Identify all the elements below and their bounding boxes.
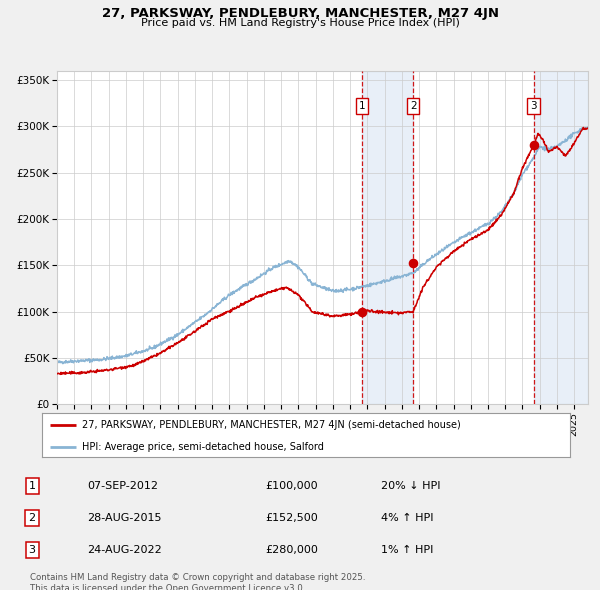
Point	[409, 258, 418, 268]
Bar	[533, 71, 588, 404]
Text: 1% ↑ HPI: 1% ↑ HPI	[380, 545, 433, 555]
Text: 27, PARKSWAY, PENDLEBURY, MANCHESTER, M27 4JN (semi-detached house): 27, PARKSWAY, PENDLEBURY, MANCHESTER, M2…	[82, 421, 460, 430]
Text: 1: 1	[29, 481, 35, 491]
Text: £152,500: £152,500	[265, 513, 318, 523]
Text: 3: 3	[29, 545, 35, 555]
Text: HPI: Average price, semi-detached house, Salford: HPI: Average price, semi-detached house,…	[82, 442, 323, 451]
Text: 07-SEP-2012: 07-SEP-2012	[87, 481, 158, 491]
Text: 20% ↓ HPI: 20% ↓ HPI	[380, 481, 440, 491]
Text: 28-AUG-2015: 28-AUG-2015	[87, 513, 161, 523]
Text: £100,000: £100,000	[265, 481, 318, 491]
Text: Price paid vs. HM Land Registry's House Price Index (HPI): Price paid vs. HM Land Registry's House …	[140, 18, 460, 28]
Text: 2: 2	[410, 101, 416, 111]
Bar	[362, 71, 413, 404]
Text: 27, PARKSWAY, PENDLEBURY, MANCHESTER, M27 4JN: 27, PARKSWAY, PENDLEBURY, MANCHESTER, M2…	[101, 7, 499, 20]
Text: 3: 3	[530, 101, 537, 111]
Text: Contains HM Land Registry data © Crown copyright and database right 2025.
This d: Contains HM Land Registry data © Crown c…	[30, 573, 365, 590]
Text: £280,000: £280,000	[265, 545, 319, 555]
Text: 1: 1	[359, 101, 365, 111]
Text: 4% ↑ HPI: 4% ↑ HPI	[380, 513, 433, 523]
Text: 2: 2	[29, 513, 36, 523]
Point	[357, 307, 367, 316]
Text: 24-AUG-2022: 24-AUG-2022	[87, 545, 161, 555]
Point	[529, 140, 538, 150]
